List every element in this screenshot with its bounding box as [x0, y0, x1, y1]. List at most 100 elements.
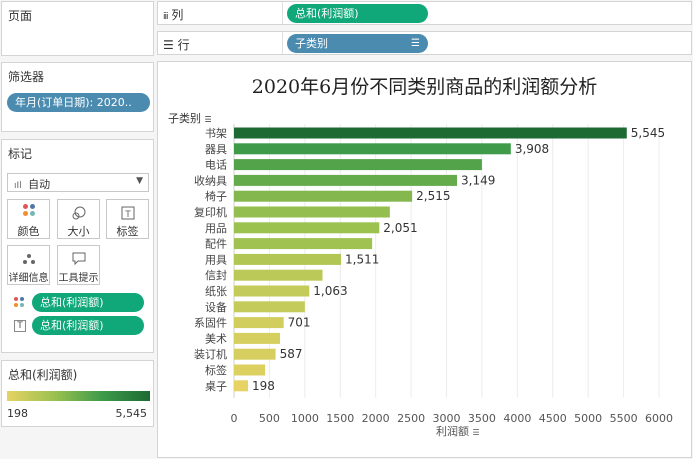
- label-field-icon: T: [14, 320, 26, 332]
- bar: [234, 380, 249, 392]
- x-tick-label: 1000: [291, 412, 319, 425]
- color-button-label: 颜色: [17, 225, 40, 238]
- svg-text:T: T: [124, 210, 131, 220]
- legend-max: 5,545: [115, 407, 148, 420]
- category-label: 纸张: [205, 285, 227, 298]
- category-label: 标签: [205, 363, 227, 377]
- filters-title: 筛选器: [8, 70, 45, 84]
- data-label: 1,063: [313, 284, 347, 298]
- chart-title: 2020年6月份不同类别商品的利润额分析: [251, 76, 598, 98]
- color-field-icon: [14, 297, 26, 309]
- subcategory-header[interactable]: 子类别 ☰: [168, 110, 212, 126]
- size-circles-icon: [58, 203, 99, 223]
- data-label: 587: [280, 347, 303, 361]
- shelf-divider: [282, 2, 283, 24]
- category-label: 信封: [205, 268, 227, 282]
- mark-type-dropdown[interactable]: ıIl 自动 ▼: [7, 173, 149, 192]
- shelf-divider: [282, 32, 283, 54]
- data-label: 2,051: [383, 221, 417, 235]
- sort-icon[interactable]: ☰: [204, 115, 212, 124]
- label-field-pill[interactable]: 总和(利润额): [32, 316, 144, 335]
- data-label: 2,515: [416, 189, 450, 203]
- color-field-pill[interactable]: 总和(利润额): [32, 293, 144, 312]
- bar: [234, 301, 305, 313]
- detail-button[interactable]: 详细信息: [7, 245, 50, 285]
- category-label: 桌子: [205, 380, 227, 393]
- size-button-label: 大小: [67, 225, 90, 238]
- date-filter-pill[interactable]: 年月(订单日期): 2020..: [7, 93, 150, 112]
- color-legend-card: 总和(利润额) 198 5,545: [1, 360, 154, 427]
- columns-shelf-label: iii 列: [163, 6, 183, 23]
- x-tick-label: 0: [231, 412, 238, 425]
- data-label: 3,149: [461, 173, 495, 187]
- columns-shelf: iii 列 总和(利润额): [157, 1, 692, 25]
- category-label: 电话: [205, 159, 227, 172]
- columns-pill[interactable]: 总和(利润额): [287, 4, 428, 23]
- rows-icon: ☰: [163, 38, 174, 52]
- rows-pill[interactable]: 子类别 ☰: [287, 34, 428, 53]
- filters-card: 筛选器 年月(订单日期): 2020..: [1, 62, 154, 132]
- detail-dots-icon: [8, 249, 49, 269]
- legend-min: 198: [7, 407, 28, 420]
- x-axis-title-label: 利润额: [436, 425, 469, 438]
- tooltip-button-label: 工具提示: [58, 273, 99, 284]
- pages-card[interactable]: 页面: [1, 1, 154, 56]
- color-dots-icon: [8, 203, 49, 223]
- bar: [234, 206, 390, 218]
- data-label: 1,511: [345, 252, 379, 266]
- bar: [234, 174, 458, 186]
- chart-view: 0 500 1000 1500 2000 2500 3000 3500 4000 4500 5000…: [157, 61, 692, 458]
- mark-type-value: 自动: [28, 178, 51, 191]
- label-button-label: 标签: [116, 225, 139, 238]
- category-label: 椅子: [205, 189, 227, 203]
- marks-card: 标记 ıIl 自动 ▼ 颜色: [1, 139, 154, 353]
- data-label: 198: [252, 379, 275, 393]
- category-label: 系固件: [194, 317, 227, 330]
- category-label: 美术: [205, 332, 227, 345]
- bar: [234, 253, 342, 265]
- bar: [234, 190, 413, 202]
- tooltip-button[interactable]: 工具提示: [57, 245, 100, 285]
- bar: [234, 222, 380, 234]
- category-label: 设备: [205, 300, 227, 314]
- x-tick-label: 4500: [539, 412, 567, 425]
- sort-icon[interactable]: ☰: [472, 428, 480, 437]
- detail-button-label: 详细信息: [8, 273, 49, 284]
- category-label: 复印机: [194, 205, 227, 219]
- category-label: 用具: [205, 253, 227, 266]
- x-tick-label: 2000: [362, 412, 390, 425]
- data-label: 701: [288, 316, 311, 330]
- category-label: 书架: [205, 127, 227, 140]
- category-label: 用品: [205, 222, 227, 235]
- x-tick-label: 2500: [397, 412, 425, 425]
- bar: [234, 159, 482, 171]
- legend-title: 总和(利润额): [8, 368, 78, 382]
- bar: [234, 143, 511, 155]
- x-tick-label: 4000: [503, 412, 531, 425]
- columns-label-text: 列: [171, 8, 184, 22]
- label-button[interactable]: T 标签: [106, 199, 149, 239]
- columns-icon: iii: [163, 12, 168, 22]
- pages-title: 页面: [8, 9, 33, 23]
- x-axis-title: 利润额 ☰: [436, 423, 480, 439]
- rows-shelf: ☰ 行 子类别 ☰: [157, 31, 692, 55]
- category-label: 收纳具: [194, 173, 227, 187]
- rows-label-text: 行: [177, 38, 190, 52]
- category-label: 装订机: [194, 347, 227, 361]
- bar: [234, 317, 284, 329]
- marks-title: 标记: [8, 147, 33, 161]
- bar: [234, 364, 266, 376]
- bar: [234, 348, 276, 360]
- bar: [234, 127, 627, 139]
- x-tick-label: 1500: [326, 412, 354, 425]
- rows-shelf-label: ☰ 行: [163, 36, 190, 53]
- chevron-down-icon: ▼: [136, 176, 143, 186]
- sort-descending-icon[interactable]: ☰: [411, 38, 420, 49]
- bar-chart: 0 500 1000 1500 2000 2500 3000 3500 4000 4500 5000…: [194, 124, 673, 425]
- x-tick-label: 3500: [468, 412, 496, 425]
- color-button[interactable]: 颜色: [7, 199, 50, 239]
- rows-pill-label: 子类别: [295, 37, 328, 50]
- x-tick-label: 5000: [574, 412, 602, 425]
- size-button[interactable]: 大小: [57, 199, 100, 239]
